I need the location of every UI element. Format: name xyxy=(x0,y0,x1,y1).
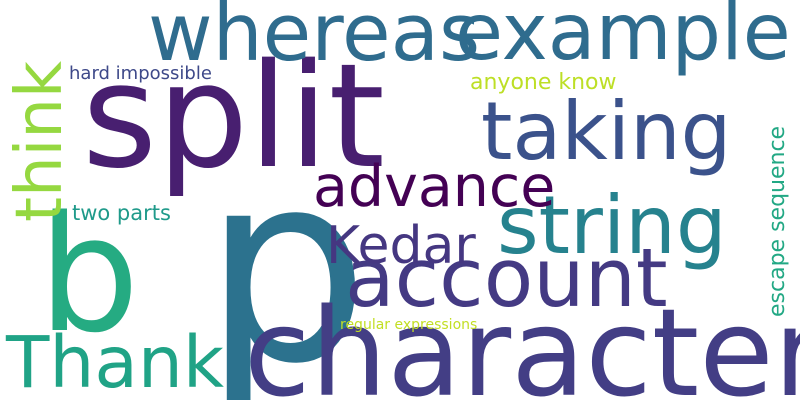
word-character: character xyxy=(244,283,800,400)
word-Thank: Thank xyxy=(6,321,224,400)
word-escape-sequence: escape sequence xyxy=(765,125,790,317)
word-think: think xyxy=(3,60,77,222)
word-two-parts: two parts xyxy=(72,201,171,225)
word-hard-impossible: hard impossible xyxy=(69,63,212,84)
word-split: split xyxy=(82,32,385,200)
word-p: p xyxy=(203,116,370,400)
word-Kedar: Kedar xyxy=(326,216,476,276)
word-example: example xyxy=(455,0,791,78)
word-account: account xyxy=(345,232,668,326)
word-regular-expressions: regular expressions xyxy=(340,317,478,333)
word-advance: advance xyxy=(313,154,556,220)
word-string: string xyxy=(497,179,727,272)
word-anyone-know: anyone know xyxy=(470,70,617,95)
word-whereas: whereas xyxy=(148,0,481,79)
word-b: b xyxy=(38,181,140,368)
word-taking: taking xyxy=(481,85,732,178)
